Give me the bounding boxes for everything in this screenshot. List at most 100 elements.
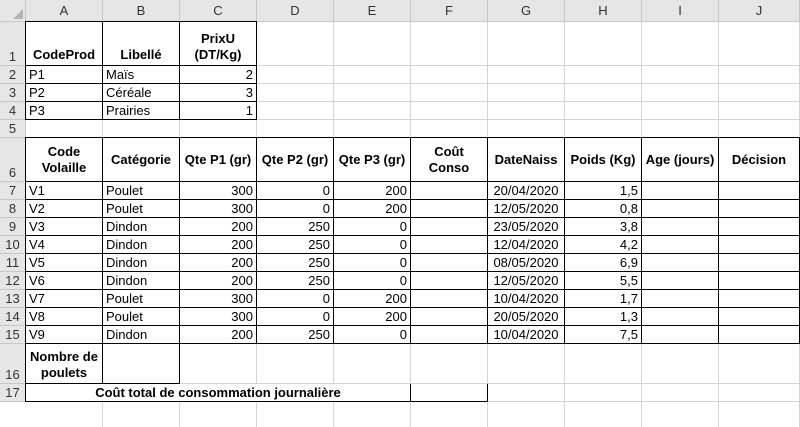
poultry-table-cell[interactable]: V4 xyxy=(25,236,103,254)
row-header-6[interactable]: 6 xyxy=(0,138,26,182)
poultry-table-cell[interactable]: 200 xyxy=(180,272,257,290)
poultry-table-cell[interactable]: 250 xyxy=(257,236,334,254)
poultry-header-cell[interactable]: Poids (Kg) xyxy=(565,137,642,182)
poultry-table-cell[interactable]: 1,7 xyxy=(565,290,642,308)
poultry-table-cell[interactable]: 12/05/2020 xyxy=(488,200,565,218)
poultry-table-cell[interactable]: Dindon xyxy=(103,236,180,254)
poultry-table-cell[interactable]: 0 xyxy=(334,272,411,290)
poultry-table-cell[interactable] xyxy=(411,182,488,200)
poultry-table-cell[interactable]: V5 xyxy=(25,254,103,272)
poultry-table-cell[interactable]: 200 xyxy=(334,290,411,308)
poultry-table-cell[interactable]: 250 xyxy=(257,254,334,272)
poultry-table-cell[interactable]: Poulet xyxy=(103,308,180,326)
row-header-1[interactable]: 1 xyxy=(0,22,26,66)
poultry-table-cell[interactable]: 250 xyxy=(257,326,334,344)
row-header-10[interactable]: 10 xyxy=(0,236,26,254)
poultry-table-cell[interactable]: 0 xyxy=(257,290,334,308)
nombre-poulets-value[interactable] xyxy=(103,344,180,384)
poultry-header-cell[interactable]: Qte P1 (gr) xyxy=(180,137,257,182)
poultry-header-cell[interactable]: Décision xyxy=(719,137,800,182)
poultry-table-cell[interactable] xyxy=(411,308,488,326)
column-header-f[interactable]: F xyxy=(411,0,488,22)
poultry-table-cell[interactable]: 1,3 xyxy=(565,308,642,326)
poultry-header-cell[interactable]: DateNaiss xyxy=(488,137,565,182)
row-header-8[interactable]: 8 xyxy=(0,200,26,218)
poultry-table-cell[interactable]: 250 xyxy=(257,218,334,236)
products-table-cell[interactable]: P3 xyxy=(25,102,103,120)
poultry-table-cell[interactable]: Poulet xyxy=(103,290,180,308)
poultry-table-cell[interactable]: 12/04/2020 xyxy=(488,236,565,254)
poultry-table-cell[interactable]: 20/04/2020 xyxy=(488,182,565,200)
poultry-table-cell[interactable] xyxy=(642,182,719,200)
poultry-header-cell[interactable]: Catégorie xyxy=(103,137,180,182)
poultry-table-cell[interactable]: 0 xyxy=(334,254,411,272)
poultry-table-cell[interactable] xyxy=(411,326,488,344)
poultry-table-cell[interactable]: 0 xyxy=(257,182,334,200)
poultry-table-cell[interactable]: V3 xyxy=(25,218,103,236)
row-header-12[interactable]: 12 xyxy=(0,272,26,290)
cout-total-value[interactable] xyxy=(411,384,488,402)
poultry-table-cell[interactable]: 0 xyxy=(334,236,411,254)
column-header-d[interactable]: D xyxy=(257,0,334,22)
row-header-5[interactable]: 5 xyxy=(0,120,26,138)
column-header-j[interactable]: J xyxy=(719,0,800,22)
poultry-table-cell[interactable] xyxy=(719,254,800,272)
poultry-table-cell[interactable]: V9 xyxy=(25,326,103,344)
poultry-table-cell[interactable]: 1,5 xyxy=(565,182,642,200)
poultry-header-cell[interactable]: Qte P3 (gr) xyxy=(334,137,411,182)
poultry-table-cell[interactable]: 300 xyxy=(180,308,257,326)
row-header-14[interactable]: 14 xyxy=(0,308,26,326)
products-table-cell[interactable]: Prairies xyxy=(103,102,180,120)
row-header-15[interactable]: 15 xyxy=(0,326,26,344)
poultry-table-cell[interactable] xyxy=(719,308,800,326)
poultry-table-cell[interactable] xyxy=(642,308,719,326)
row-header-2[interactable]: 2 xyxy=(0,66,26,84)
poultry-table-cell[interactable]: 300 xyxy=(180,200,257,218)
poultry-table-cell[interactable] xyxy=(411,236,488,254)
products-table-cell[interactable]: 1 xyxy=(180,102,257,120)
column-header-e[interactable]: E xyxy=(334,0,411,22)
poultry-table-cell[interactable]: 5,5 xyxy=(565,272,642,290)
poultry-header-cell[interactable]: Qte P2 (gr) xyxy=(257,137,334,182)
poultry-table-cell[interactable] xyxy=(411,200,488,218)
poultry-table-cell[interactable]: Dindon xyxy=(103,254,180,272)
poultry-table-cell[interactable]: Dindon xyxy=(103,326,180,344)
poultry-table-cell[interactable]: Poulet xyxy=(103,200,180,218)
poultry-table-cell[interactable]: 200 xyxy=(180,326,257,344)
column-header-g[interactable]: G xyxy=(488,0,565,22)
column-header-c[interactable]: C xyxy=(180,0,257,22)
poultry-table-cell[interactable] xyxy=(719,272,800,290)
poultry-table-cell[interactable] xyxy=(411,290,488,308)
products-table-cell[interactable]: Céréale xyxy=(103,84,180,102)
cout-total-label[interactable]: Coût total de consommation journalière xyxy=(25,384,411,402)
row-header-9[interactable]: 9 xyxy=(0,218,26,236)
poultry-table-cell[interactable] xyxy=(642,218,719,236)
poultry-table-cell[interactable] xyxy=(642,236,719,254)
poultry-table-cell[interactable]: 12/05/2020 xyxy=(488,272,565,290)
products-table-cell[interactable]: 2 xyxy=(180,66,257,84)
poultry-table-cell[interactable]: 0 xyxy=(257,308,334,326)
poultry-table-cell[interactable]: 200 xyxy=(334,308,411,326)
poultry-table-cell[interactable] xyxy=(719,200,800,218)
row-header-7[interactable]: 7 xyxy=(0,182,26,200)
poultry-table-cell[interactable]: 4,2 xyxy=(565,236,642,254)
row-header-17[interactable]: 17 xyxy=(0,384,26,402)
poultry-table-cell[interactable]: V8 xyxy=(25,308,103,326)
poultry-table-cell[interactable] xyxy=(642,326,719,344)
poultry-table-cell[interactable]: 3,8 xyxy=(565,218,642,236)
row-header-11[interactable]: 11 xyxy=(0,254,26,272)
poultry-table-cell[interactable]: V6 xyxy=(25,272,103,290)
poultry-table-cell[interactable]: 0 xyxy=(334,326,411,344)
poultry-table-cell[interactable] xyxy=(411,218,488,236)
products-table-cell[interactable]: Maïs xyxy=(103,66,180,84)
poultry-table-cell[interactable]: V1 xyxy=(25,182,103,200)
poultry-table-cell[interactable]: 20/05/2020 xyxy=(488,308,565,326)
products-table-cell[interactable]: P1 xyxy=(25,66,103,84)
products-header-cell[interactable]: Libellé xyxy=(103,21,180,66)
poultry-table-cell[interactable]: 23/05/2020 xyxy=(488,218,565,236)
poultry-table-cell[interactable]: 6,9 xyxy=(565,254,642,272)
row-header-3[interactable]: 3 xyxy=(0,84,26,102)
poultry-table-cell[interactable] xyxy=(642,254,719,272)
poultry-table-cell[interactable]: 7,5 xyxy=(565,326,642,344)
poultry-table-cell[interactable]: Dindon xyxy=(103,218,180,236)
